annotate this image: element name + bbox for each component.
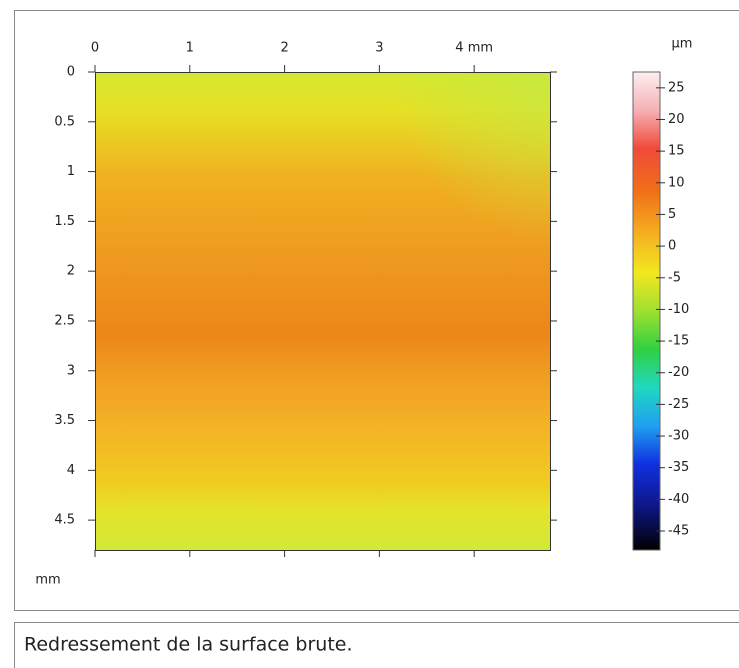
y-tick-label: 3.5	[54, 413, 75, 428]
colorbar-tick-label: 15	[668, 144, 685, 159]
x-tick-label: 3	[375, 41, 383, 56]
colorbar-tick-label: 10	[668, 175, 685, 190]
colorbar-tick-label: -35	[668, 460, 689, 475]
colorbar-tick-label: -15	[668, 334, 689, 349]
colorbar-unit: µm	[672, 37, 693, 52]
x-tick-label: 0	[91, 41, 99, 56]
y-axis-label: mm	[35, 573, 60, 588]
colorbar-tick-label: 5	[668, 207, 676, 222]
colorbar-tick-label: -30	[668, 429, 689, 444]
y-tick-label: 1.5	[54, 214, 75, 229]
colorbar-tick-label: -25	[668, 397, 689, 412]
x-tick-label: 2	[280, 41, 288, 56]
plot-frame	[95, 72, 551, 551]
y-tick-label: 3	[67, 363, 75, 378]
colorbar-tick-label: -45	[668, 524, 689, 539]
y-tick-label: 4.5	[54, 513, 75, 528]
caption: Redressement de la surface brute.	[24, 634, 353, 656]
y-tick-label: 0	[67, 65, 75, 80]
colorbar-tick-label: -40	[668, 492, 689, 507]
y-tick-label: 2.5	[54, 313, 75, 328]
colorbar-tick-label: -10	[668, 302, 689, 317]
x-tick-label: 1	[186, 41, 194, 56]
x-tick-label: 4 mm	[455, 41, 493, 56]
y-tick-label: 0.5	[54, 114, 75, 129]
surface-shade	[95, 72, 550, 550]
y-tick-label: 2	[67, 264, 75, 279]
y-tick-label: 4	[67, 463, 75, 478]
colorbar-tick-label: 0	[668, 239, 676, 254]
colorbar-tick-label: -20	[668, 365, 689, 380]
colorbar-tick-label: 20	[668, 112, 685, 127]
caption-frame	[14, 622, 739, 668]
colorbar	[632, 71, 661, 551]
y-tick-label: 1	[67, 164, 75, 179]
colorbar-tick-label: 25	[668, 80, 685, 95]
colorbar-tick-label: -5	[668, 270, 681, 285]
